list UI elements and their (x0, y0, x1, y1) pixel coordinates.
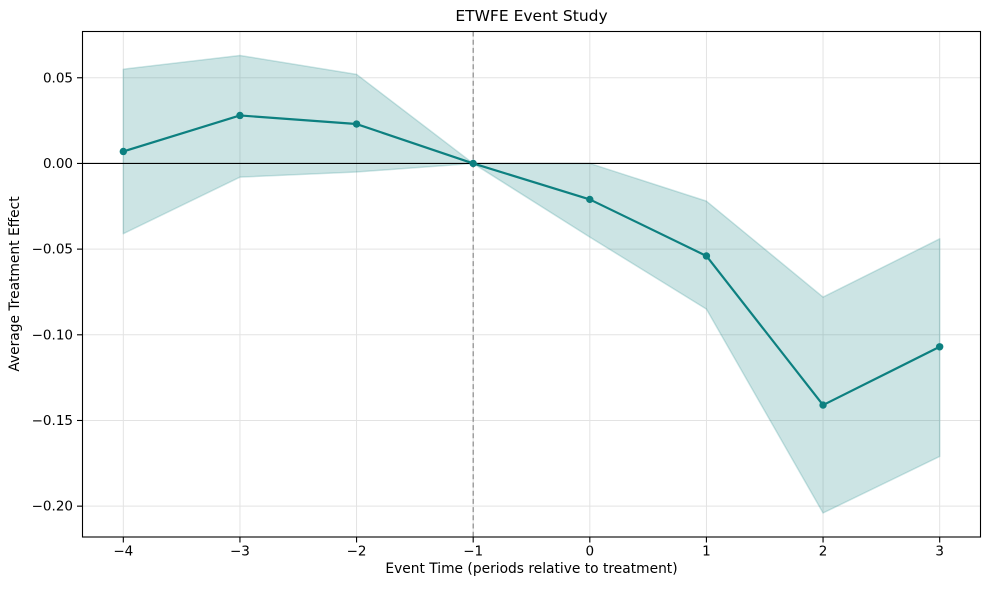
estimate-line (122, 114, 941, 407)
x-tick-label: −3 (230, 544, 250, 560)
data-point (469, 159, 477, 168)
chart-title: ETWFE Event Study (455, 7, 608, 25)
x-tick-label: −1 (463, 544, 483, 560)
data-point (935, 343, 944, 351)
y-tick-label: −0.15 (32, 413, 73, 429)
y-tick-label: −0.20 (32, 499, 73, 515)
axes-frame (81, 30, 982, 538)
x-tick-label: 1 (702, 544, 711, 560)
data-point (702, 252, 711, 260)
x-axis-label: Event Time (periods relative to treatmen… (385, 561, 678, 577)
y-tick-label: 0.00 (43, 156, 73, 172)
x-tick-label: −2 (347, 544, 367, 560)
y-tick-label: −0.05 (32, 242, 73, 258)
x-tick-label: −4 (113, 544, 133, 560)
confidence-band (122, 54, 941, 514)
x-tick-label: 0 (586, 544, 595, 560)
data-point (586, 195, 594, 204)
y-tick-label: −0.10 (32, 327, 73, 343)
x-tick-label: 3 (935, 544, 944, 560)
x-tick-label: 2 (819, 544, 828, 560)
data-point (119, 147, 128, 156)
y-tick-label: 0.05 (43, 70, 73, 86)
y-axis-label: Average Treatment Effect (7, 196, 23, 372)
data-point (819, 401, 827, 409)
data-point (236, 111, 244, 120)
data-point (352, 120, 361, 128)
